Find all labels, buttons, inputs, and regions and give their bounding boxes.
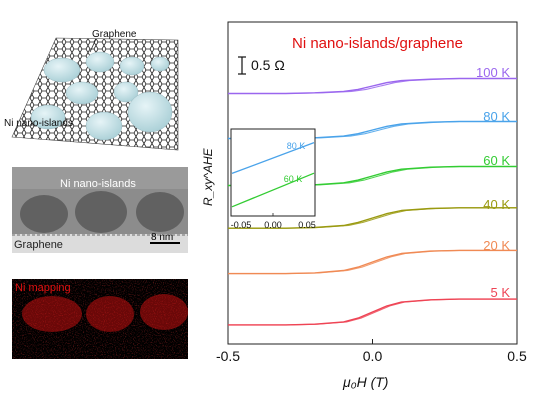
mapping-label: Ni mapping	[15, 282, 71, 294]
series-line-20k	[228, 249, 517, 275]
graphene-label: Graphene	[92, 29, 137, 40]
series-label-40k: 40 K	[483, 197, 510, 212]
inset-label-60k: 60 K	[284, 174, 303, 184]
inset-label-80k: 80 K	[287, 141, 306, 151]
mapping-panel: Ni mapping	[12, 279, 188, 359]
inset-line-80k	[231, 141, 315, 175]
series-branch-20k	[228, 249, 517, 275]
series-label-60k: 60 K	[483, 153, 510, 168]
y-axis-label: R_xy^AHE	[201, 147, 215, 206]
series-label-100k: 100 K	[476, 65, 510, 80]
inset-x-tick-label: 0.00	[264, 220, 282, 230]
scale-bar-label: 8 nm	[151, 232, 173, 243]
inset-line-60k	[231, 172, 315, 208]
series-line-5k	[228, 298, 517, 326]
series-label-20k: 20 K	[483, 238, 510, 253]
series-branch-5k	[228, 298, 517, 326]
x-tick-label: 0.5	[507, 348, 527, 364]
scale-bar-value: 0.5 Ω	[251, 57, 285, 73]
x-axis-label: μ₀H (T)	[342, 374, 388, 390]
series-branch-40k	[228, 207, 517, 229]
chart-title: Ni nano-islands/graphene	[292, 35, 463, 52]
tem-islands-label: Ni nano-islands	[60, 178, 136, 190]
series-line-100k	[228, 77, 517, 95]
tem-panel: Ni nano-islands Graphene 8 nm	[12, 167, 188, 253]
ni-islands-label: Ni nano-islands	[4, 118, 73, 129]
series-branch-100k	[228, 77, 517, 95]
resistance-scale-bar	[238, 56, 246, 75]
series-label-5k: 5 K	[490, 285, 510, 300]
inset-x-tick-label: 0.05	[298, 220, 316, 230]
inset-chart: 80 K 60 K -0.05 0.00 0.05	[230, 128, 316, 230]
schematic-panel: Graphene Ni nano-islands	[4, 29, 179, 151]
x-tick-label: -0.5	[216, 348, 240, 364]
ni-islands	[30, 51, 173, 141]
x-tick-label: 0.0	[363, 348, 383, 364]
inset-x-tick-label: -0.05	[231, 220, 252, 230]
tem-graphene-label: Graphene	[14, 239, 63, 251]
series-label-80k: 80 K	[483, 109, 510, 124]
main-chart: 100 K 80 K 60 K 40 K 20 K 5 K -0.5 0.0 0.5 Ni n…	[201, 21, 527, 390]
